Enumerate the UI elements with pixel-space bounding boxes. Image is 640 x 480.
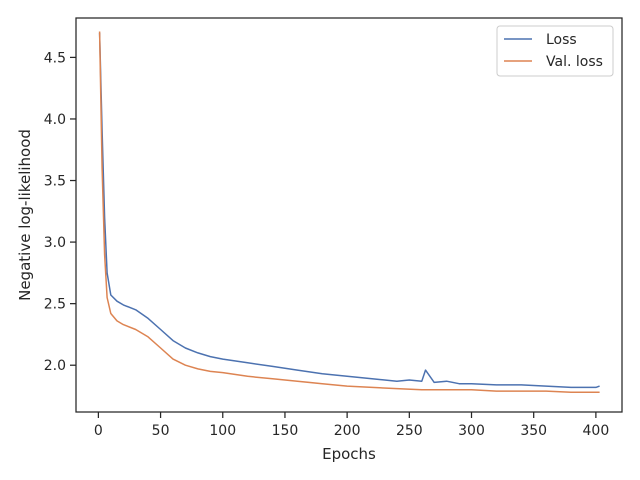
x-tick-label: 300 xyxy=(458,423,485,439)
y-axis-title: Negative log-likelihood xyxy=(16,129,34,301)
y-tick-label: 4.5 xyxy=(44,50,66,66)
x-tick-label: 0 xyxy=(94,423,103,439)
y-tick-label: 2.0 xyxy=(44,358,66,374)
series-line-loss xyxy=(98,32,600,389)
x-tick-label: 350 xyxy=(520,423,547,439)
x-axis-ticks: 0 50 100 150 200 250 300 350 400 xyxy=(94,412,609,439)
y-tick-label: 3.5 xyxy=(44,174,66,190)
x-tick-label: 50 xyxy=(152,423,170,439)
x-axis-title: Epochs xyxy=(322,445,376,463)
x-tick-label: 100 xyxy=(209,423,236,439)
y-tick-label: 3.0 xyxy=(44,235,66,251)
x-tick-label: 400 xyxy=(583,423,610,439)
series-line-val-loss xyxy=(98,31,600,394)
x-tick-label: 200 xyxy=(334,423,361,439)
x-tick-label: 150 xyxy=(272,423,299,439)
series-layer xyxy=(98,31,600,394)
legend-label-val-loss: Val. loss xyxy=(546,54,603,70)
legend-label-loss: Loss xyxy=(546,32,577,48)
y-tick-label: 4.0 xyxy=(44,112,66,128)
plot-frame xyxy=(75,17,623,413)
y-tick-label: 2.5 xyxy=(44,297,66,313)
legend: Loss Val. loss xyxy=(496,25,614,77)
x-tick-label: 250 xyxy=(396,423,423,439)
y-axis-ticks: 2.0 2.5 3.0 3.5 4.0 4.5 xyxy=(44,50,76,374)
